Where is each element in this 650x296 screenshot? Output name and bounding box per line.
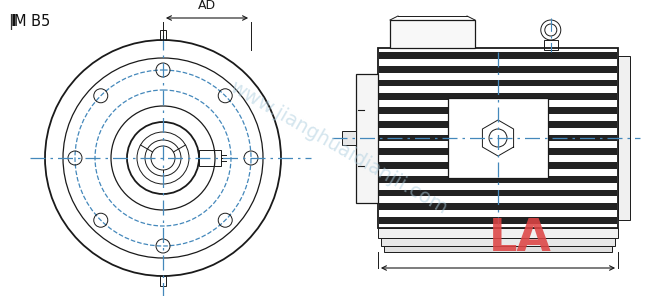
Bar bbox=[379, 217, 617, 224]
Bar bbox=[544, 40, 558, 50]
Bar bbox=[356, 74, 378, 203]
Bar bbox=[384, 246, 612, 252]
Text: |: | bbox=[8, 14, 13, 30]
Bar bbox=[381, 238, 615, 246]
Bar bbox=[390, 20, 475, 48]
Bar bbox=[379, 190, 617, 197]
Bar bbox=[160, 30, 166, 40]
Text: M B5: M B5 bbox=[14, 14, 50, 29]
Bar bbox=[379, 135, 617, 141]
Text: AD: AD bbox=[198, 0, 216, 12]
Text: www.jianghuaidianjii.com: www.jianghuaidianjii.com bbox=[226, 78, 450, 218]
Bar bbox=[379, 121, 617, 128]
Bar bbox=[342, 131, 356, 145]
Bar bbox=[448, 98, 548, 178]
Bar bbox=[379, 176, 617, 183]
Bar bbox=[379, 162, 617, 169]
Bar bbox=[379, 66, 617, 73]
Bar bbox=[379, 52, 617, 59]
Text: LA: LA bbox=[489, 218, 551, 260]
Bar bbox=[379, 203, 617, 210]
Bar bbox=[378, 48, 618, 228]
Bar bbox=[379, 107, 617, 114]
Bar bbox=[379, 80, 617, 86]
Bar bbox=[618, 56, 630, 220]
Text: I: I bbox=[11, 14, 16, 29]
Bar bbox=[378, 228, 618, 238]
Bar bbox=[199, 150, 221, 166]
Bar bbox=[379, 93, 617, 100]
Bar bbox=[160, 276, 166, 286]
Bar bbox=[379, 148, 617, 155]
